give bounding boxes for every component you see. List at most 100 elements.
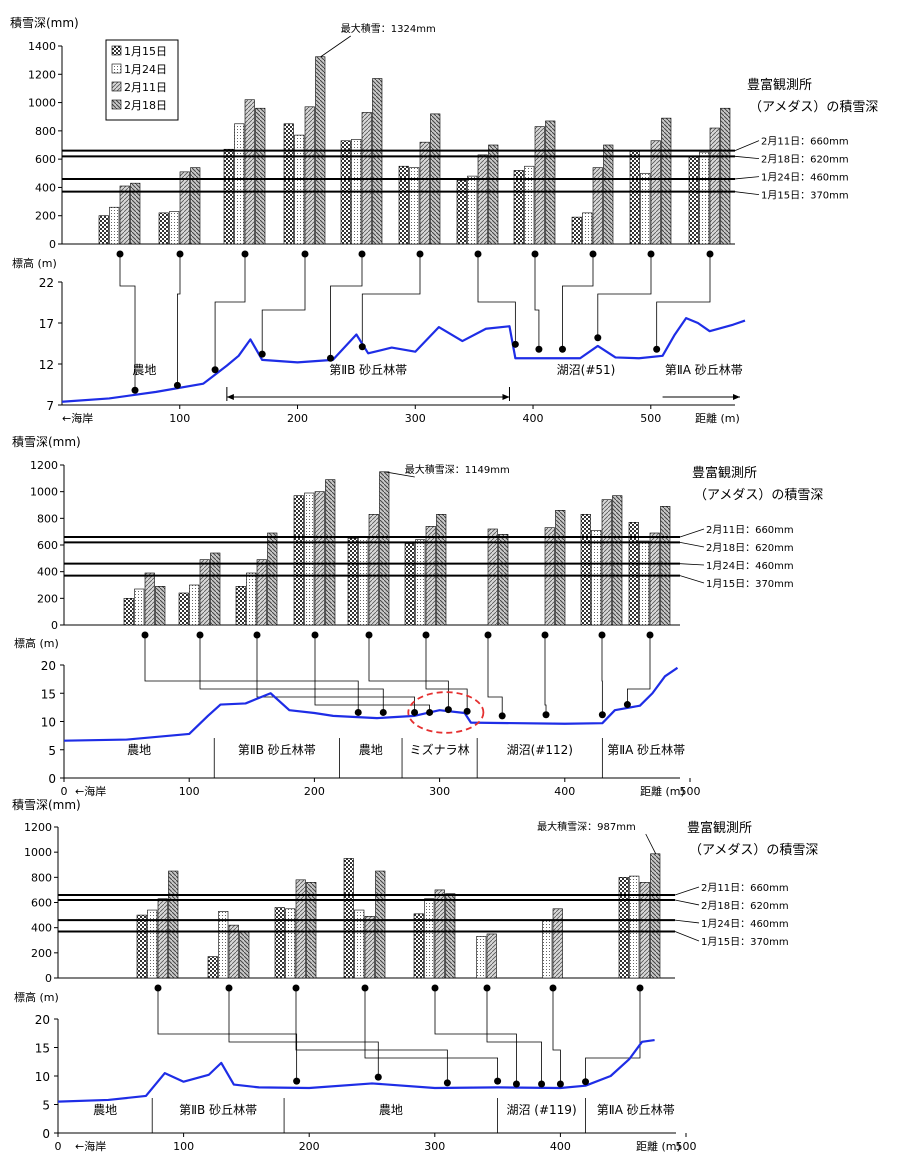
profile-y-tick-label: 0 <box>48 772 56 786</box>
bar <box>190 167 201 245</box>
bar <box>158 212 169 245</box>
profile-marker <box>358 343 366 351</box>
bar <box>255 107 266 245</box>
bar <box>147 909 158 979</box>
profile-x-tick-label: 500 <box>680 785 701 798</box>
bar <box>650 853 661 979</box>
bar <box>603 144 614 245</box>
bar <box>404 543 415 626</box>
bar <box>283 123 294 245</box>
bar <box>445 893 456 979</box>
bar <box>274 907 285 979</box>
y-tick-label: 1200 <box>28 68 56 81</box>
bar <box>571 216 582 245</box>
bar <box>612 495 623 626</box>
station-label: 豊富観測所 <box>687 820 752 836</box>
station-label: （アメダス）の積雪深 <box>749 100 878 115</box>
bar <box>234 123 245 245</box>
bar <box>218 911 229 979</box>
zone-label: 農地 <box>127 743 151 757</box>
bar <box>267 532 278 626</box>
bar <box>476 936 487 979</box>
leader-line <box>627 635 651 705</box>
station-label: （アメダス）の積雪深 <box>694 488 823 503</box>
bar <box>542 919 553 979</box>
bar <box>545 120 556 245</box>
profile-marker <box>411 708 419 716</box>
profile-y-tick-label: 5 <box>48 744 56 758</box>
profile-y-tick-label: 10 <box>35 1070 50 1084</box>
y-tick-label: 0 <box>45 972 52 985</box>
bar <box>304 492 315 626</box>
y-tick-label: 600 <box>35 153 56 166</box>
leader-line <box>368 635 449 710</box>
profile-marker <box>653 345 661 353</box>
profile-x-tick-label: 300 <box>424 1140 445 1153</box>
y-tick-label: 800 <box>31 871 52 884</box>
elevation-line <box>63 666 679 742</box>
y-tick-label: 800 <box>35 125 56 138</box>
profile-x-tick-label: 400 <box>554 785 575 798</box>
bar <box>398 165 409 245</box>
leader-line <box>330 254 363 359</box>
bar <box>660 506 671 626</box>
profile-marker <box>598 711 606 719</box>
y-tick-label: 0 <box>49 238 56 251</box>
max-annotation: 最大積雪：1324mm <box>341 22 436 35</box>
leader-line <box>597 254 652 338</box>
reference-leader <box>674 886 700 896</box>
bar <box>379 471 390 626</box>
bar <box>155 586 166 626</box>
bar <box>467 175 478 245</box>
bar <box>555 510 566 626</box>
y-tick-label: 400 <box>35 181 56 194</box>
zone-arrow-head <box>226 394 234 400</box>
leader-line <box>214 254 246 370</box>
bar <box>244 99 255 245</box>
bar <box>325 479 336 626</box>
bar <box>591 530 602 626</box>
bar <box>294 134 305 245</box>
bar <box>424 898 435 979</box>
y-tick-label: 1000 <box>28 97 56 110</box>
leader-line <box>256 635 415 713</box>
profile-marker <box>511 340 519 348</box>
bar <box>235 586 246 626</box>
bar <box>709 127 720 245</box>
bar <box>189 584 200 626</box>
leader-line <box>656 254 711 350</box>
profile-marker <box>623 701 631 709</box>
bar <box>434 889 445 979</box>
reference-leader <box>679 563 705 566</box>
bar <box>223 148 234 245</box>
reference-line-label: 2月18日：620mm <box>761 154 849 166</box>
bar <box>413 913 424 979</box>
profile-y-tick-label: 15 <box>35 1042 50 1056</box>
leader-line <box>477 254 516 345</box>
chart-panel-2: 積雪深(mm)0200400600800100012002月11日：660mm2… <box>12 434 823 798</box>
bar <box>168 870 179 979</box>
bar <box>239 931 250 979</box>
bar <box>304 106 315 245</box>
bar <box>456 180 467 245</box>
profile-marker <box>582 1078 590 1086</box>
profile-x-tick-label: 500 <box>640 412 661 425</box>
zone-arrow-head <box>733 394 740 400</box>
y-tick-label: 200 <box>31 947 52 960</box>
bar <box>486 933 497 979</box>
zone-label: 農地 <box>132 363 156 377</box>
legend-label: 2月11日 <box>124 81 167 94</box>
y-tick-label: 1400 <box>28 40 56 53</box>
zone-label: 湖沼(#112) <box>507 742 573 757</box>
bar <box>144 572 155 626</box>
reference-line-label: 1月24日：460mm <box>701 918 789 930</box>
bar <box>364 916 375 979</box>
profile-marker <box>293 1077 301 1085</box>
bar <box>210 552 221 626</box>
bar <box>639 540 650 626</box>
bar <box>720 107 731 245</box>
zone-label: 第ⅡB 砂丘林帯 <box>238 743 316 757</box>
bar <box>649 532 660 626</box>
bar <box>347 538 358 626</box>
reference-line-label: 2月11日：660mm <box>761 136 849 148</box>
